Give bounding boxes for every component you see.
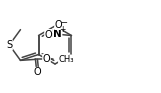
Text: N: N xyxy=(53,28,62,39)
Text: O: O xyxy=(45,29,52,40)
Text: O: O xyxy=(55,20,62,29)
Text: CH₃: CH₃ xyxy=(58,55,74,64)
Text: −: − xyxy=(60,19,67,28)
Text: +: + xyxy=(59,25,65,34)
Text: O: O xyxy=(43,54,50,64)
Text: O: O xyxy=(34,67,41,77)
Text: S: S xyxy=(6,40,12,50)
